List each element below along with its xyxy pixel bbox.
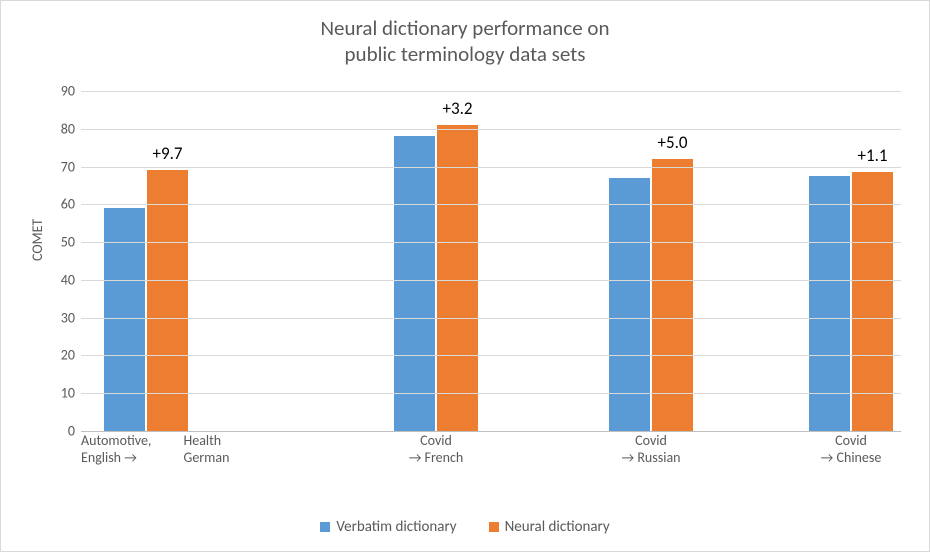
plot-area: +9.7+3.2+5.0+1.1 0102030405060708090 [81,91,901,431]
grid-line [81,91,901,92]
grid-line [81,129,901,130]
delta-label: +5.0 [658,132,688,153]
y-tick-label: 70 [41,158,75,175]
legend-label: Neural dictionary [505,518,610,536]
chart-title: Neural dictionary performance on public … [1,15,929,68]
legend-swatch [489,522,499,532]
legend-label: Verbatim dictionary [336,518,456,536]
x-axis-label: Automotive,HealthEnglish →German [81,433,286,467]
bar-neural [437,125,478,431]
legend-item: Verbatim dictionary [320,518,456,536]
bar-neural [852,172,893,431]
grid-line [81,242,901,243]
bar-neural [147,170,188,431]
x-axis-label: Covid→ French [341,433,531,467]
y-tick-label: 90 [41,83,75,100]
bar-neural [652,159,693,431]
chart-title-line1: Neural dictionary performance on [1,15,929,41]
y-tick-label: 60 [41,196,75,213]
grid-line [81,204,901,205]
delta-label: +9.7 [153,143,183,164]
y-tick-label: 50 [41,234,75,251]
x-axis-labels: Automotive,HealthEnglish →German Covid→ F… [81,433,901,483]
delta-label: +3.2 [443,98,473,119]
legend: Verbatim dictionary Neural dictionary [1,518,929,537]
grid-line [81,393,901,394]
y-tick-label: 10 [41,385,75,402]
delta-label: +1.1 [858,145,888,166]
x-axis-label: Covid→ Chinese [751,433,930,467]
chart-container: Neural dictionary performance on public … [0,0,930,552]
y-tick-label: 30 [41,309,75,326]
chart-title-line2: public terminology data sets [1,41,929,67]
bar-verbatim [394,136,435,431]
y-tick-label: 80 [41,120,75,137]
grid-line [81,355,901,356]
y-tick-label: 0 [41,423,75,440]
grid-line [81,318,901,319]
grid-line [81,167,901,168]
grid-line [81,280,901,281]
legend-swatch [320,522,330,532]
bars-layer: +9.7 +3.2 +5.0 +1.1 [81,91,901,431]
y-tick-label: 40 [41,271,75,288]
x-axis-label: Covid→ Russian [556,433,746,467]
legend-item: Neural dictionary [489,518,610,536]
y-tick-label: 20 [41,347,75,364]
